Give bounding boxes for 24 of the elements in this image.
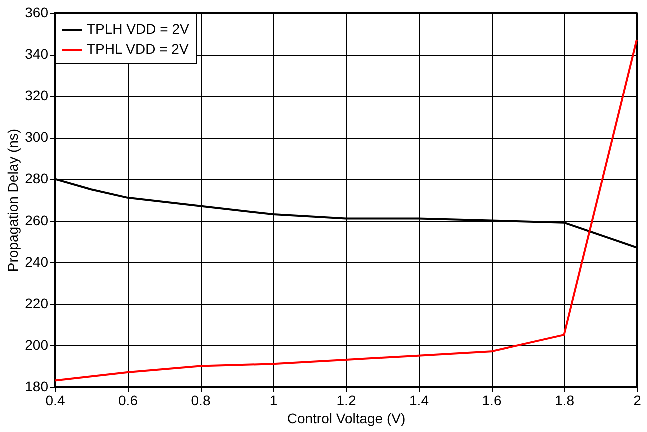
y-tick-label: 260: [25, 212, 49, 228]
legend-label: TPHL VDD = 2V: [87, 41, 190, 57]
x-axis-title: Control Voltage (V): [287, 410, 406, 426]
x-tick-label: 0.4: [46, 392, 66, 408]
legend-label: TPLH VDD = 2V: [87, 21, 190, 37]
y-tick-label: 320: [25, 88, 49, 104]
x-tick-label: 1.4: [410, 392, 430, 408]
y-tick-label: 300: [25, 129, 49, 146]
x-tick-label: 2: [634, 392, 642, 408]
y-axis-title: Propagation Delay (ns): [5, 128, 22, 272]
x-tick-label: 1: [270, 392, 278, 408]
y-tick-label: 200: [25, 336, 49, 353]
x-tick-label: 0.8: [191, 392, 211, 408]
x-tick-label: 0.6: [118, 392, 138, 408]
y-tick-label: 180: [25, 378, 49, 394]
y-tick-label: 220: [25, 295, 49, 312]
line-series: [54, 39, 638, 382]
x-tick-label: 1.6: [482, 392, 502, 408]
y-tick-label: 280: [25, 170, 49, 187]
x-tick-label: 1.8: [555, 392, 575, 408]
y-tick-label: 340: [25, 46, 49, 62]
y-tick-label: 360: [25, 4, 49, 20]
y-tick-label: 240: [25, 254, 49, 270]
x-tick-label: 1.2: [336, 392, 356, 408]
